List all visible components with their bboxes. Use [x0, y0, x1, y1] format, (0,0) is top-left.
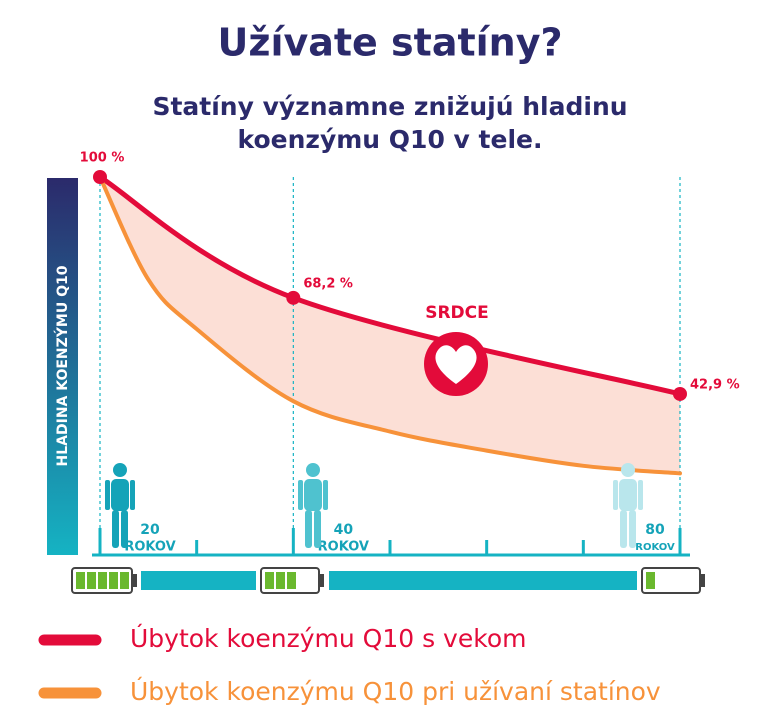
- annotation: SRDCE: [425, 303, 489, 323]
- x-tick-label: 40: [334, 522, 354, 538]
- x-unit-label: ROKOV: [124, 540, 175, 555]
- battery: [699, 574, 705, 587]
- legend: Úbytok koenzýmu Q10 s vekom Úbytok koenzý…: [38, 623, 661, 706]
- point: [93, 170, 107, 184]
- battery: [131, 574, 137, 587]
- x-tick-label: 80: [645, 522, 665, 538]
- legend-label: Úbytok koenzýmu Q10 pri užívaní statínov: [130, 676, 661, 706]
- heart-icon: [435, 345, 477, 384]
- value-label: 68,2 %: [303, 276, 353, 291]
- gap-area: [100, 177, 680, 474]
- y-axis-bar: [47, 178, 78, 555]
- subtitle: Statíny významne znižujú hladinu: [152, 92, 627, 121]
- value-label: 42,9 %: [690, 377, 740, 392]
- point: [286, 290, 301, 305]
- series-line: [97, 174, 683, 397]
- x-tick-label: 20: [140, 522, 160, 538]
- series-line: [98, 175, 682, 476]
- subtitle: koenzýmu Q10 v tele.: [238, 125, 543, 154]
- legend-label: Úbytok koenzýmu Q10 s vekom: [130, 623, 526, 653]
- battery: [318, 574, 324, 587]
- x-unit-label: ROKOV: [635, 542, 675, 553]
- batteries: [71, 567, 705, 594]
- bar: [329, 571, 637, 590]
- point: [673, 386, 687, 401]
- x-unit-label: ROKOV: [318, 540, 369, 555]
- battery-cells: [76, 572, 655, 589]
- value-label: 100 %: [80, 151, 125, 166]
- plot: 20 ROKOV 40 ROKOV 80 ROKOV 100 % 68,2 % 42,9 % SR…: [80, 151, 740, 557]
- bar: [141, 571, 256, 590]
- y-axis-label: HLADINA KOENZÝMU Q10: [53, 265, 71, 466]
- title: Užívate statíny?: [217, 21, 562, 65]
- person-icons: [105, 463, 643, 548]
